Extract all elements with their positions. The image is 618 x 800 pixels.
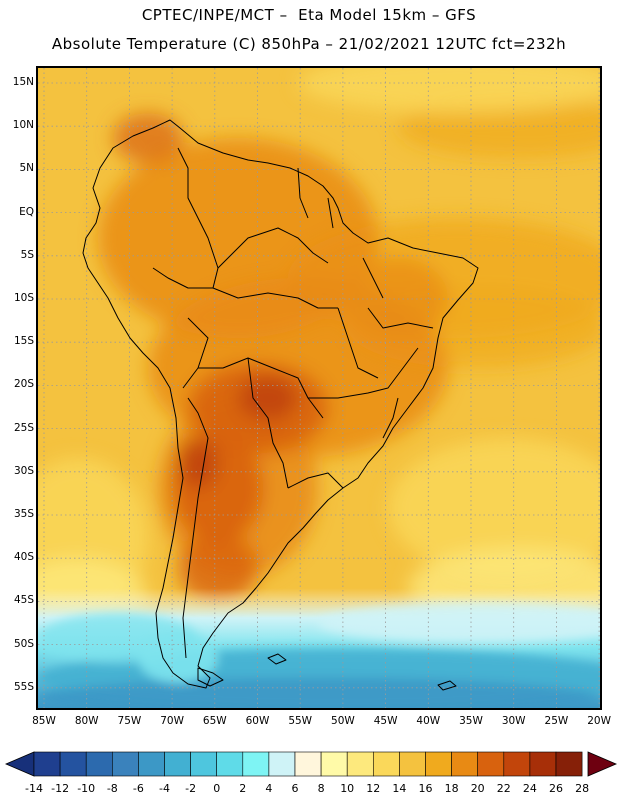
- colorbar-bin: [85, 751, 113, 777]
- longitude-label: 65W: [202, 715, 227, 727]
- longitude-label: 60W: [245, 715, 270, 727]
- colorbar-bin: [268, 751, 296, 777]
- colorbar-overflow-arrow: [587, 751, 618, 777]
- colorbar-bins: [33, 751, 583, 777]
- longitude-label: 35W: [459, 715, 483, 727]
- map-subtitle: Absolute Temperature (C) 850hPa – 21/02/…: [51, 35, 567, 53]
- colorbar-bin: [555, 751, 583, 777]
- colorbar-label: 14: [392, 782, 407, 795]
- latitude-label: 45S: [13, 594, 34, 607]
- latitude-label: 30S: [13, 464, 34, 477]
- latitude-label: 35S: [13, 508, 34, 520]
- longitude-label: 40W: [416, 715, 441, 727]
- longitude-label: 50W: [331, 715, 355, 727]
- colorbar-bin: [399, 751, 426, 777]
- colorbar-label: 0: [213, 782, 221, 795]
- colorbar-label: -14: [25, 782, 43, 795]
- map-canvas: [38, 68, 600, 708]
- latitude-label: 55S: [13, 680, 34, 693]
- latitude-label: 5N: [19, 162, 34, 175]
- latitude-label: 20S: [13, 378, 34, 391]
- colorbar-label: -10: [77, 782, 96, 795]
- colorbar-bin: [451, 751, 479, 777]
- colorbar-label: 8: [317, 782, 325, 795]
- longitude-label: 80W: [74, 715, 99, 727]
- latitude-label: 10S: [13, 292, 34, 304]
- latitude-label: 50S: [13, 637, 34, 650]
- colorbar: [4, 751, 618, 777]
- latitude-label: EQ: [19, 205, 34, 218]
- colorbar-bin: [33, 751, 61, 777]
- colorbar-label: 22: [496, 782, 511, 795]
- colorbar-bin: [216, 751, 244, 777]
- colorbar-bin: [425, 751, 452, 777]
- colorbar-bin: [112, 751, 139, 777]
- colorbar-bin: [372, 751, 400, 777]
- colorbar-bin: [529, 751, 557, 777]
- colorbar-label: 6: [291, 782, 299, 795]
- colorbar-label: 28: [575, 782, 590, 795]
- colorbar-label: -6: [132, 782, 144, 795]
- colorbar-bin: [320, 751, 348, 777]
- colorbar-label: -2: [185, 782, 197, 795]
- colorbar-label: 26: [549, 782, 563, 795]
- colorbar-label: -4: [159, 782, 170, 795]
- colorbar-label: 10: [340, 782, 355, 795]
- colorbar-bin: [242, 751, 270, 777]
- colorbar-label: 2: [239, 782, 247, 795]
- colorbar-bin: [294, 751, 322, 777]
- colorbar-underflow-arrow: [4, 751, 35, 777]
- longitude-label: 25W: [544, 715, 569, 727]
- colorbar-bin: [477, 751, 505, 777]
- map-grid: [38, 68, 600, 708]
- colorbar-label: 18: [444, 782, 459, 795]
- colorbar-bin: [190, 751, 218, 777]
- colorbar-bin: [164, 751, 191, 777]
- colorbar-bin: [346, 751, 374, 777]
- colorbar-label: -8: [106, 782, 118, 795]
- colorbar-bin: [503, 751, 531, 777]
- colorbar-label: -12: [51, 782, 70, 795]
- colorbar-label: 4: [265, 782, 273, 795]
- coastlines: [82, 119, 479, 691]
- latitude-label: 25S: [13, 421, 34, 434]
- colorbar-label: 16: [418, 782, 433, 795]
- latitude-label: 15S: [13, 335, 34, 348]
- latitude-label: 15N: [12, 76, 34, 88]
- longitude-label: 45W: [373, 715, 398, 727]
- latitude-label: 40S: [13, 551, 34, 564]
- map-title: CPTEC/INPE/MCT – Eta Model 15km – GFS: [141, 6, 477, 24]
- longitude-label: 70W: [160, 715, 184, 727]
- longitude-label: 20W: [587, 715, 611, 727]
- colorbar-bin: [138, 751, 165, 777]
- colorbar-bin: [59, 751, 87, 777]
- latitude-label: 10N: [12, 119, 34, 132]
- longitude-label: 55W: [288, 715, 313, 727]
- longitude-label: 75W: [117, 715, 142, 727]
- latitude-label: 5S: [20, 248, 34, 261]
- temperature-map: [36, 66, 602, 710]
- colorbar-label: 12: [366, 782, 381, 795]
- colorbar-label: 20: [470, 782, 485, 795]
- longitude-label: 85W: [32, 715, 56, 727]
- longitude-label: 30W: [501, 715, 526, 727]
- colorbar-label: 24: [522, 782, 537, 795]
